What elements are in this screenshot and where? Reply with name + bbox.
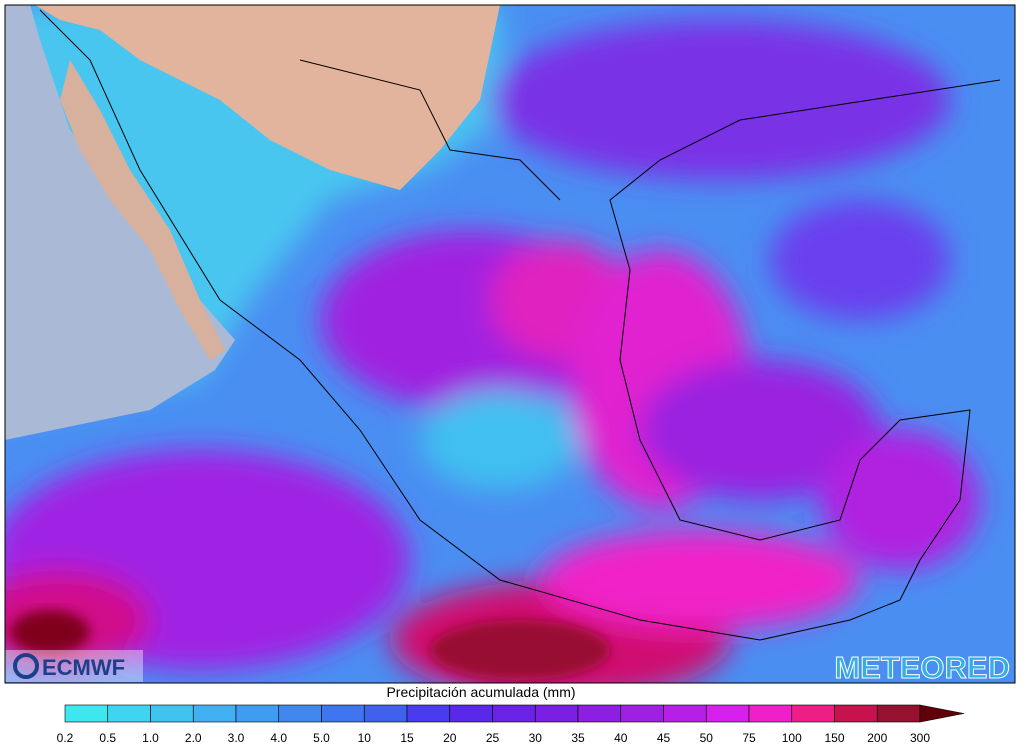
- legend-label: 10: [358, 731, 372, 745]
- legend-swatch: [791, 704, 835, 723]
- legend-label: 50: [700, 731, 714, 745]
- legend-swatch: [321, 704, 365, 723]
- legend-label: 1.0: [142, 731, 159, 745]
- legend-swatch: [278, 704, 322, 723]
- legend-swatch: [107, 704, 151, 723]
- legend-swatch: [235, 704, 280, 723]
- legend-swatch: [705, 704, 750, 723]
- logo-meteored: METEORED: [834, 650, 1010, 685]
- legend-label: 100: [782, 731, 802, 745]
- baja-california: [60, 60, 225, 360]
- coastline: [39, 9, 1001, 641]
- legend-swatch: [577, 704, 622, 723]
- legend-swatch: [492, 704, 536, 723]
- legend-label: 3.0: [228, 731, 245, 745]
- border: [299, 59, 561, 201]
- legend-swatch: [620, 704, 664, 723]
- legend-swatch: [449, 704, 493, 723]
- legend-label: 20: [443, 731, 457, 745]
- logo-icon: [13, 653, 39, 679]
- ocean-dry: [5, 5, 235, 440]
- legend-swatch: [834, 704, 878, 723]
- precip-fields: [5, 5, 980, 683]
- legend-swatch: [534, 704, 579, 723]
- legend-label: 150: [824, 731, 844, 745]
- legend-label: 35: [571, 731, 585, 745]
- legend-label: 2.0: [185, 731, 202, 745]
- legend-label: 15: [400, 731, 414, 745]
- legend-swatch: [406, 704, 451, 723]
- legend-swatch: [64, 704, 109, 723]
- legend-label: 40: [614, 731, 628, 745]
- legend-label: 0.2: [57, 731, 74, 745]
- map-frame: [4, 4, 1016, 684]
- legend-swatch: [876, 704, 921, 723]
- logo-ecmwf: ECMWF: [42, 655, 125, 680]
- legend-label: 4.0: [270, 731, 287, 745]
- legend-label: 200: [867, 731, 887, 745]
- map: ECMWF METEORED: [5, 5, 1015, 685]
- land-dry: [35, 5, 500, 190]
- legend-swatch: [363, 704, 408, 723]
- legend-label: 0.5: [99, 731, 116, 745]
- legend-label: 45: [657, 731, 671, 745]
- legend-swatch: [192, 704, 237, 723]
- legend-swatch: [150, 704, 194, 723]
- legend-swatch: [663, 704, 707, 723]
- legend-label: 5.0: [313, 731, 330, 745]
- legend-label: 25: [486, 731, 500, 745]
- legend: 0.2 0.5 1.0 2.0 3.0 4.0 5.0 10 15 20 25 30 35 40 45 50 7…: [57, 704, 965, 745]
- legend-label: 75: [742, 731, 756, 745]
- legend-arrow: [919, 704, 965, 723]
- legend-title: Precipitación acumulada (mm): [386, 684, 575, 700]
- legend-label: 30: [529, 731, 543, 745]
- legend-swatch: [748, 704, 793, 723]
- legend-label: 300: [910, 731, 930, 745]
